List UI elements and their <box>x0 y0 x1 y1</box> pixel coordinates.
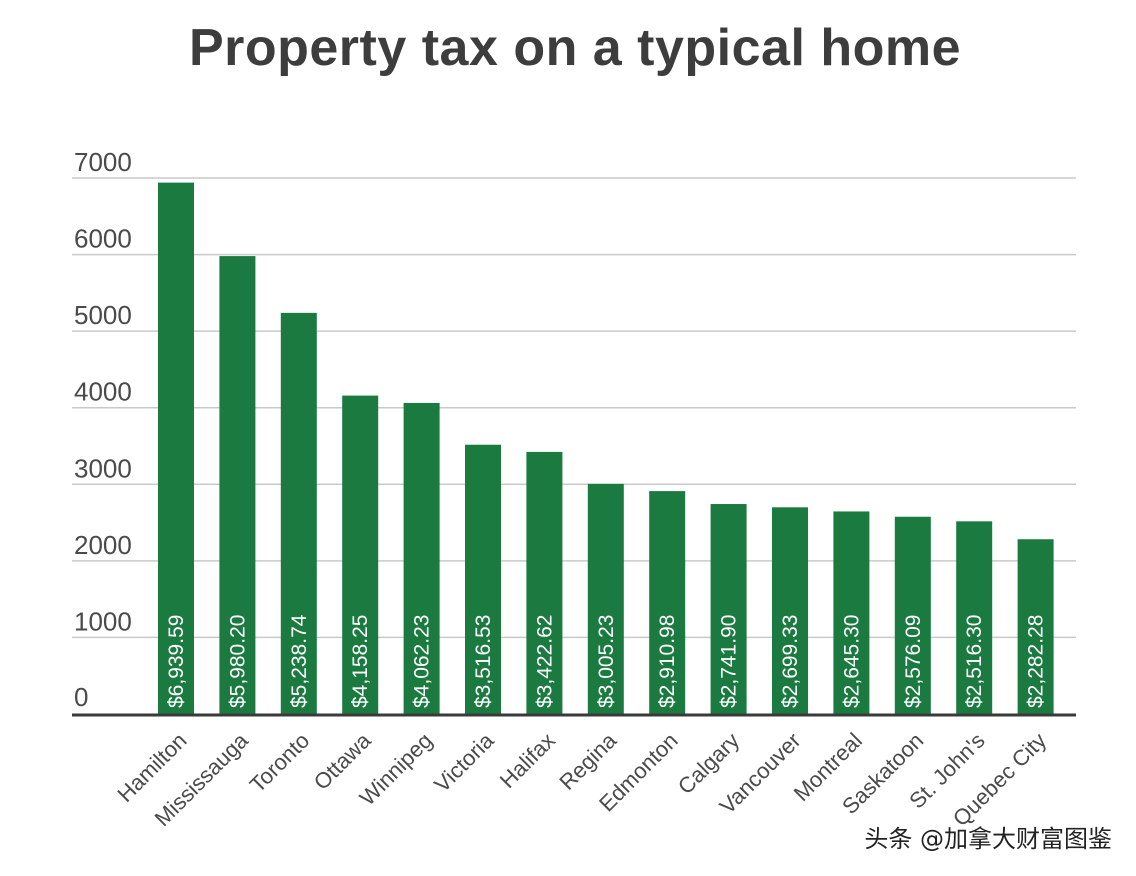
bar-value-label: $3,422.62 <box>533 615 556 708</box>
bar-value-label: $2,910.98 <box>656 615 679 708</box>
bar <box>587 483 624 714</box>
x-axis-ticks: HamiltonMississaugaTorontoOttawaWinnipeg… <box>112 727 1051 831</box>
bar <box>158 182 194 715</box>
x-tick-label: Halifax <box>495 728 560 793</box>
bar-value-label: $2,699.33 <box>779 615 802 708</box>
y-tick-label: 3000 <box>74 453 132 483</box>
bar-value-label: $5,238.74 <box>288 614 311 708</box>
bar-value-label: $3,516.53 <box>472 615 495 708</box>
watermark: 头条 @加拿大财富图鉴 <box>864 825 1112 853</box>
bar <box>342 395 379 714</box>
y-axis-ticks: 0 1000 2000 3000 4000 5000 6000 7000 <box>74 147 132 712</box>
bar <box>403 402 440 714</box>
bar <box>465 444 501 714</box>
x-tick-label: Victoria <box>429 727 499 797</box>
y-tick-label: 6000 <box>74 224 132 254</box>
bar-value-label: $2,576.09 <box>902 615 925 708</box>
bar <box>710 504 747 714</box>
bar-value-label: $6,939.59 <box>165 615 188 708</box>
y-tick-label: 5000 <box>74 300 132 330</box>
bar-value-label: $2,741.90 <box>718 615 741 708</box>
y-tick-label: 7000 <box>74 147 132 177</box>
bar <box>649 491 686 714</box>
bar-value-label: $2,645.30 <box>840 615 863 708</box>
bar-value-label: $2,282.28 <box>1025 615 1048 708</box>
bar <box>280 312 317 714</box>
bar <box>526 451 563 714</box>
bar-labels: $6,939.59 $5,980.20 $5,238.74 $4,158.25 $4,0… <box>165 614 1048 708</box>
bar <box>894 516 931 714</box>
y-tick-label: 2000 <box>74 530 132 560</box>
bar-value-label: $4,062.23 <box>411 615 434 708</box>
y-tick-label: 4000 <box>74 377 132 407</box>
bar <box>956 521 993 714</box>
bar-value-label: $4,158.25 <box>349 615 372 708</box>
bar-value-label: $5,980.20 <box>226 615 249 708</box>
y-tick-label: 0 <box>74 682 88 712</box>
bar <box>833 511 870 714</box>
bar-value-label: $3,005.23 <box>595 615 618 708</box>
bar-value-label: $2,516.30 <box>963 615 986 708</box>
y-tick-label: 1000 <box>74 606 132 636</box>
bar <box>219 256 256 714</box>
chart-title: Property tax on a typical home <box>188 19 962 77</box>
bars <box>158 182 1054 715</box>
bar <box>772 507 808 714</box>
bar <box>1017 539 1054 714</box>
x-tick-label: Toronto <box>245 728 315 798</box>
